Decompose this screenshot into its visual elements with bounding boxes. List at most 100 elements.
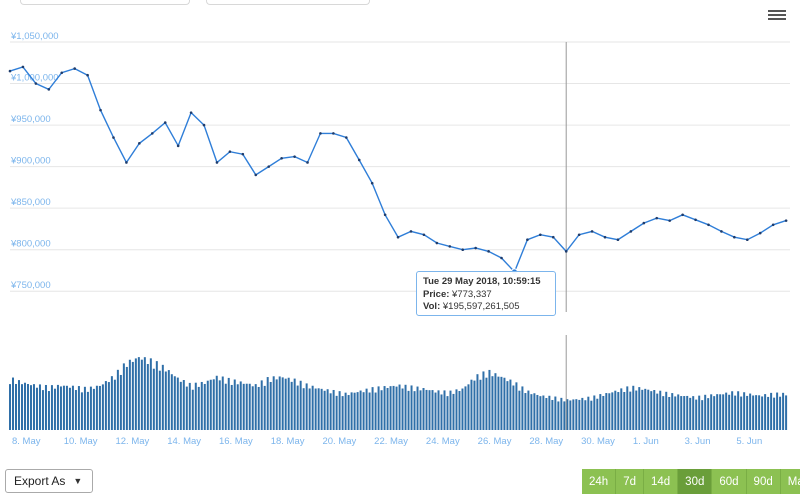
volume-bar <box>731 391 734 430</box>
volume-bar <box>92 388 95 430</box>
x-tick-label: 30. May <box>581 436 615 447</box>
x-tick-label: 10. May <box>64 436 98 447</box>
volume-bar <box>287 377 290 430</box>
price-point <box>448 245 452 248</box>
range-button-90d[interactable]: 90d <box>746 469 781 494</box>
range-button-24h[interactable]: 24h <box>582 469 617 494</box>
price-point <box>603 235 607 239</box>
volume-bar <box>497 376 500 430</box>
volume-bar <box>389 386 392 430</box>
volume-bar <box>551 399 554 430</box>
volume-bar <box>47 391 50 430</box>
volume-bar <box>581 397 584 430</box>
price-point <box>370 181 374 185</box>
price-point <box>564 250 568 253</box>
price-point <box>202 123 206 127</box>
volume-bar <box>614 390 617 430</box>
price-point <box>771 223 775 227</box>
volume-bar <box>443 390 446 430</box>
volume-bar <box>440 394 443 430</box>
price-point <box>396 235 400 239</box>
volume-bar <box>50 385 53 430</box>
volume-bar <box>554 396 557 430</box>
volume-bar <box>734 395 737 430</box>
volume-bar <box>257 386 260 430</box>
export-as-button[interactable]: Export As ▼ <box>5 469 94 493</box>
volume-bar <box>728 394 731 430</box>
volume-bar <box>725 392 728 430</box>
volume-bar <box>20 384 23 430</box>
volume-bar <box>698 395 701 430</box>
volume-bar <box>665 391 668 430</box>
volume-bar <box>86 391 89 430</box>
top-dropdown-b[interactable] <box>206 0 370 5</box>
top-dropdown-a[interactable] <box>20 0 190 5</box>
volume-bar <box>188 382 191 430</box>
x-tick-label: 20. May <box>322 436 356 447</box>
price-point <box>60 71 64 75</box>
volume-bar <box>71 385 74 430</box>
volume-bar <box>524 393 527 430</box>
x-tick-label: 1. Jun <box>633 436 659 447</box>
price-point <box>500 256 503 260</box>
volume-bar <box>326 389 329 430</box>
volume-bar <box>584 400 587 430</box>
volume-bar <box>236 384 239 430</box>
volume-bar <box>113 379 116 430</box>
range-button-max[interactable]: Max <box>780 469 800 494</box>
range-button-30d[interactable]: 30d <box>678 469 713 494</box>
volume-bar <box>14 383 17 430</box>
price-point <box>99 108 102 112</box>
volume-bar <box>407 390 410 430</box>
volume-bar <box>446 396 449 430</box>
price-point <box>551 235 555 239</box>
volume-bar <box>65 385 68 430</box>
volume-bar <box>11 377 14 430</box>
volume-bar <box>512 385 515 430</box>
y-tick-label: ¥750,000 <box>10 280 51 291</box>
volume-bar <box>722 394 725 430</box>
range-button-60d[interactable]: 60d <box>712 469 747 494</box>
range-button-14d[interactable]: 14d <box>643 469 679 494</box>
price-point <box>733 235 736 239</box>
volume-bar <box>152 368 155 430</box>
volume-bar <box>491 376 494 430</box>
volume-bar <box>536 394 539 430</box>
volume-bar <box>785 395 788 430</box>
volume-bar <box>716 394 719 430</box>
volume-bar <box>275 379 278 430</box>
x-tick-label: 5. Jun <box>736 436 762 447</box>
volume-bar <box>503 377 506 430</box>
volume-bar <box>143 357 146 430</box>
volume-bar <box>53 388 56 430</box>
volume-bar <box>449 390 452 430</box>
price-point <box>280 157 283 160</box>
hamburger-menu-icon[interactable] <box>768 8 786 24</box>
volume-bar <box>509 379 512 430</box>
price-point <box>73 67 76 70</box>
volume-bar <box>56 384 59 430</box>
volume-bar <box>593 395 596 430</box>
volume-bar <box>782 392 785 430</box>
volume-bar <box>176 377 179 430</box>
volume-bar <box>290 381 293 430</box>
price-point <box>539 233 542 237</box>
caret-down-icon: ▼ <box>73 476 83 486</box>
price-chart: ¥1,050,000 ¥1,000,000 ¥950,000 ¥900,000 ¥850… <box>8 31 790 447</box>
volume-bar <box>638 387 641 430</box>
volume-bar <box>179 381 182 430</box>
x-tick-label: 16. May <box>219 436 253 447</box>
y-gridlines <box>10 41 790 292</box>
volume-bar <box>314 388 317 430</box>
tooltip-date: Tue 29 May 2018, 10:59:15 <box>423 276 541 287</box>
volume-bar <box>605 393 608 430</box>
volume-bar <box>521 386 524 430</box>
price-point <box>461 248 465 251</box>
volume-bar <box>680 396 683 430</box>
volume-bar <box>317 388 320 430</box>
volume-bar <box>191 389 194 430</box>
volume-bar <box>656 393 659 430</box>
volume-bar <box>278 376 281 430</box>
range-button-7d[interactable]: 7d <box>616 469 644 494</box>
volume-bar <box>464 386 467 430</box>
